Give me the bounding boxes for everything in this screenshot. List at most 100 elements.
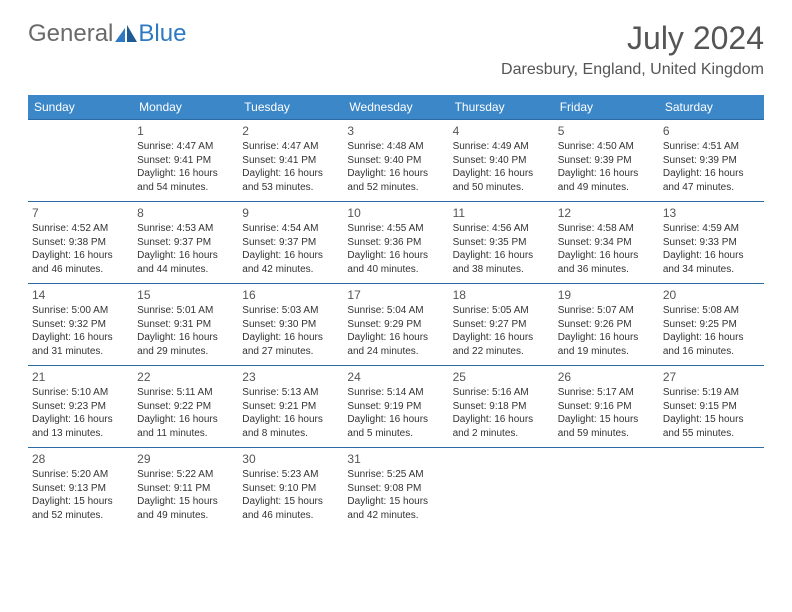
daylight-text: and 49 minutes. — [137, 509, 234, 523]
daylight-text: Daylight: 16 hours — [137, 167, 234, 181]
sunset-text: Sunset: 9:35 PM — [453, 236, 550, 250]
calendar-day-cell: 24Sunrise: 5:14 AMSunset: 9:19 PMDayligh… — [343, 366, 448, 448]
calendar-day-cell: 8Sunrise: 4:53 AMSunset: 9:37 PMDaylight… — [133, 202, 238, 284]
daylight-text: Daylight: 16 hours — [663, 249, 760, 263]
location-text: Daresbury, England, United Kingdom — [501, 61, 764, 79]
sunrise-text: Sunrise: 4:59 AM — [663, 222, 760, 236]
calendar-day-cell: 2Sunrise: 4:47 AMSunset: 9:41 PMDaylight… — [238, 120, 343, 202]
sunrise-text: Sunrise: 5:20 AM — [32, 468, 129, 482]
calendar-header-row: SundayMondayTuesdayWednesdayThursdayFrid… — [28, 95, 764, 120]
daylight-text: Daylight: 16 hours — [453, 249, 550, 263]
calendar-day-cell: 25Sunrise: 5:16 AMSunset: 9:18 PMDayligh… — [449, 366, 554, 448]
day-number: 31 — [347, 451, 444, 467]
sunrise-text: Sunrise: 4:50 AM — [558, 140, 655, 154]
daylight-text: and 11 minutes. — [137, 427, 234, 441]
calendar-day-cell: 3Sunrise: 4:48 AMSunset: 9:40 PMDaylight… — [343, 120, 448, 202]
day-number: 8 — [137, 205, 234, 221]
daylight-text: Daylight: 16 hours — [32, 413, 129, 427]
sunrise-text: Sunrise: 5:08 AM — [663, 304, 760, 318]
sunrise-text: Sunrise: 4:54 AM — [242, 222, 339, 236]
calendar-day-cell: 19Sunrise: 5:07 AMSunset: 9:26 PMDayligh… — [554, 284, 659, 366]
daylight-text: Daylight: 16 hours — [663, 167, 760, 181]
brand-word-2: Blue — [138, 20, 186, 48]
daylight-text: Daylight: 15 hours — [137, 495, 234, 509]
sunset-text: Sunset: 9:23 PM — [32, 400, 129, 414]
calendar-day-cell: 17Sunrise: 5:04 AMSunset: 9:29 PMDayligh… — [343, 284, 448, 366]
day-number: 20 — [663, 287, 760, 303]
sunset-text: Sunset: 9:11 PM — [137, 482, 234, 496]
calendar-body: 1Sunrise: 4:47 AMSunset: 9:41 PMDaylight… — [28, 120, 764, 530]
sunrise-text: Sunrise: 5:00 AM — [32, 304, 129, 318]
sunset-text: Sunset: 9:16 PM — [558, 400, 655, 414]
day-number: 24 — [347, 369, 444, 385]
daylight-text: Daylight: 16 hours — [347, 331, 444, 345]
daylight-text: and 50 minutes. — [453, 181, 550, 195]
daylight-text: and 59 minutes. — [558, 427, 655, 441]
sunrise-text: Sunrise: 4:58 AM — [558, 222, 655, 236]
daylight-text: and 8 minutes. — [242, 427, 339, 441]
calendar-day-cell: 13Sunrise: 4:59 AMSunset: 9:33 PMDayligh… — [659, 202, 764, 284]
daylight-text: Daylight: 15 hours — [32, 495, 129, 509]
daylight-text: and 46 minutes. — [242, 509, 339, 523]
day-number: 5 — [558, 123, 655, 139]
calendar-day-cell: 6Sunrise: 4:51 AMSunset: 9:39 PMDaylight… — [659, 120, 764, 202]
day-number: 16 — [242, 287, 339, 303]
daylight-text: Daylight: 16 hours — [242, 331, 339, 345]
sunset-text: Sunset: 9:36 PM — [347, 236, 444, 250]
daylight-text: Daylight: 16 hours — [347, 249, 444, 263]
day-number: 10 — [347, 205, 444, 221]
daylight-text: and 44 minutes. — [137, 263, 234, 277]
daylight-text: and 31 minutes. — [32, 345, 129, 359]
sunrise-text: Sunrise: 5:03 AM — [242, 304, 339, 318]
sunrise-text: Sunrise: 4:47 AM — [137, 140, 234, 154]
day-number: 27 — [663, 369, 760, 385]
daylight-text: Daylight: 16 hours — [242, 413, 339, 427]
calendar-week-row: 7Sunrise: 4:52 AMSunset: 9:38 PMDaylight… — [28, 202, 764, 284]
daylight-text: and 27 minutes. — [242, 345, 339, 359]
daylight-text: and 47 minutes. — [663, 181, 760, 195]
calendar-day-cell: 27Sunrise: 5:19 AMSunset: 9:15 PMDayligh… — [659, 366, 764, 448]
daylight-text: and 40 minutes. — [347, 263, 444, 277]
calendar-day-cell: 15Sunrise: 5:01 AMSunset: 9:31 PMDayligh… — [133, 284, 238, 366]
calendar-day-cell: 22Sunrise: 5:11 AMSunset: 9:22 PMDayligh… — [133, 366, 238, 448]
sunset-text: Sunset: 9:38 PM — [32, 236, 129, 250]
daylight-text: and 34 minutes. — [663, 263, 760, 277]
day-number: 9 — [242, 205, 339, 221]
calendar-day-cell: 5Sunrise: 4:50 AMSunset: 9:39 PMDaylight… — [554, 120, 659, 202]
day-number: 3 — [347, 123, 444, 139]
daylight-text: Daylight: 16 hours — [137, 249, 234, 263]
weekday-header: Friday — [554, 95, 659, 120]
calendar-day-cell: 12Sunrise: 4:58 AMSunset: 9:34 PMDayligh… — [554, 202, 659, 284]
daylight-text: Daylight: 16 hours — [558, 331, 655, 345]
day-number: 14 — [32, 287, 129, 303]
day-number: 4 — [453, 123, 550, 139]
day-number: 25 — [453, 369, 550, 385]
daylight-text: Daylight: 16 hours — [242, 167, 339, 181]
sunrise-text: Sunrise: 4:53 AM — [137, 222, 234, 236]
sunrise-text: Sunrise: 5:17 AM — [558, 386, 655, 400]
sunrise-text: Sunrise: 5:11 AM — [137, 386, 234, 400]
sunrise-text: Sunrise: 5:16 AM — [453, 386, 550, 400]
daylight-text: and 38 minutes. — [453, 263, 550, 277]
daylight-text: and 52 minutes. — [347, 181, 444, 195]
daylight-text: and 29 minutes. — [137, 345, 234, 359]
sunset-text: Sunset: 9:31 PM — [137, 318, 234, 332]
calendar-day-cell: 7Sunrise: 4:52 AMSunset: 9:38 PMDaylight… — [28, 202, 133, 284]
calendar-day-cell: 9Sunrise: 4:54 AMSunset: 9:37 PMDaylight… — [238, 202, 343, 284]
page-title: July 2024 — [501, 20, 764, 57]
daylight-text: Daylight: 15 hours — [558, 413, 655, 427]
sunset-text: Sunset: 9:22 PM — [137, 400, 234, 414]
calendar-day-cell: 31Sunrise: 5:25 AMSunset: 9:08 PMDayligh… — [343, 448, 448, 530]
day-number: 17 — [347, 287, 444, 303]
daylight-text: and 54 minutes. — [137, 181, 234, 195]
calendar-day-cell: 16Sunrise: 5:03 AMSunset: 9:30 PMDayligh… — [238, 284, 343, 366]
sunrise-text: Sunrise: 4:52 AM — [32, 222, 129, 236]
day-number: 13 — [663, 205, 760, 221]
day-number: 1 — [137, 123, 234, 139]
daylight-text: and 22 minutes. — [453, 345, 550, 359]
day-number: 19 — [558, 287, 655, 303]
daylight-text: Daylight: 15 hours — [663, 413, 760, 427]
sunset-text: Sunset: 9:25 PM — [663, 318, 760, 332]
daylight-text: Daylight: 16 hours — [663, 331, 760, 345]
daylight-text: and 36 minutes. — [558, 263, 655, 277]
